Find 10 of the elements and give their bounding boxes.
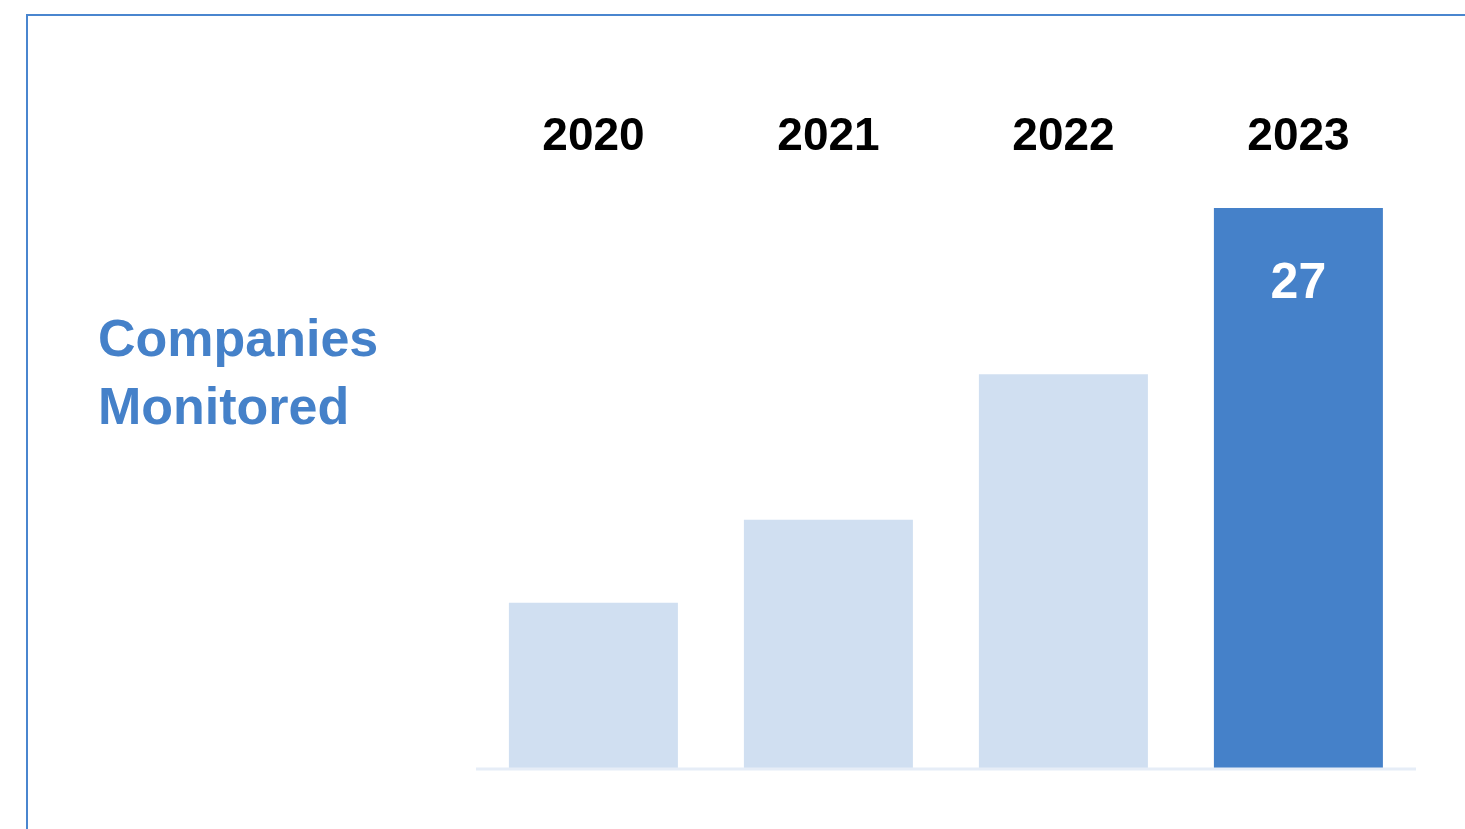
x-tick-label: 2021 bbox=[777, 108, 880, 161]
bar bbox=[1213, 208, 1383, 769]
x-tick-label: 2020 bbox=[542, 108, 645, 161]
bar bbox=[978, 374, 1148, 769]
bar bbox=[743, 519, 913, 769]
text: Companies Monitored bbox=[98, 308, 380, 437]
data-label: 27 bbox=[1270, 253, 1327, 310]
x-tick-label: 2023 bbox=[1247, 108, 1350, 161]
bar bbox=[508, 602, 678, 769]
x-tick-label: 2022 bbox=[1012, 108, 1115, 161]
